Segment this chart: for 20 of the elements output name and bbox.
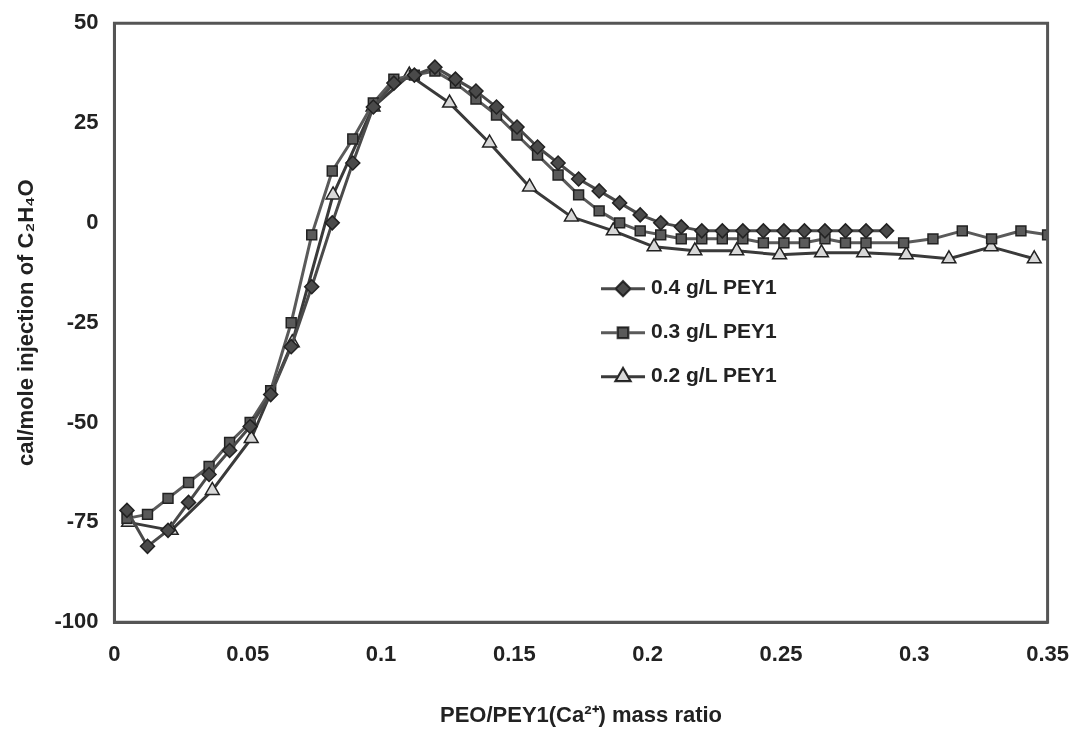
x-tick-label: 0.15	[492, 641, 536, 667]
x-tick-label: 0.1	[365, 641, 397, 667]
y-tick-label: 25	[73, 109, 99, 135]
x-tick-label: 0.3	[898, 641, 930, 667]
x-tick-label: 0.25	[759, 641, 803, 667]
y-axis-title: cal/mole injection of C₂H₄O	[13, 179, 39, 467]
legend-label: 0.4 g/L PEY1	[651, 275, 777, 299]
legend-label: 0.2 g/L PEY1	[651, 363, 777, 387]
x-tick-label: 0.35	[1026, 641, 1069, 667]
x-tick-label: 0	[108, 641, 121, 667]
legend-label: 0.3 g/L PEY1	[651, 319, 777, 343]
y-tick-label: 50	[73, 9, 99, 35]
y-tick-label: 0	[86, 208, 99, 234]
x-tick-label: 0.05	[226, 641, 270, 667]
y-tick-label: -50	[66, 408, 99, 434]
x-tick-label: 0.2	[632, 641, 663, 667]
x-axis-title: PEO/PEY1(Ca²⁺) mass ratio	[439, 701, 723, 727]
y-tick-label: -100	[54, 608, 99, 634]
y-tick-label: -25	[66, 308, 99, 334]
y-tick-label: -75	[66, 508, 99, 534]
